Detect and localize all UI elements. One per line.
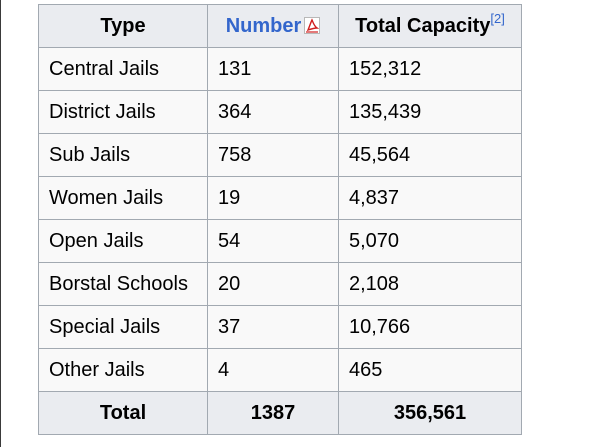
table-row: Other Jails 4 465 bbox=[38, 348, 522, 392]
header-type-label: Type bbox=[100, 14, 146, 37]
header-number[interactable]: Number bbox=[207, 4, 339, 48]
jails-table: Type Number Total Capacity[2] Central Ja… bbox=[38, 4, 522, 435]
header-capacity: Total Capacity[2] bbox=[338, 4, 522, 48]
header-capacity-label: Total Capacity bbox=[355, 14, 491, 37]
total-row: Total 1387 356,561 bbox=[38, 391, 522, 435]
table-row: Borstal Schools 20 2,108 bbox=[38, 262, 522, 306]
header-number-link[interactable]: Number bbox=[225, 14, 302, 37]
cell-type: Borstal Schools bbox=[38, 262, 208, 306]
total-label: Total bbox=[38, 391, 208, 435]
header-type: Type bbox=[38, 4, 208, 48]
cell-type: Other Jails bbox=[38, 348, 208, 392]
cell-number: 758 bbox=[207, 133, 339, 177]
table-row: Sub Jails 758 45,564 bbox=[38, 133, 522, 177]
table-row: Women Jails 19 4,837 bbox=[38, 176, 522, 220]
cell-capacity: 4,837 bbox=[338, 176, 522, 220]
pdf-icon[interactable] bbox=[304, 16, 321, 34]
cell-number: 20 bbox=[207, 262, 339, 306]
cell-number: 19 bbox=[207, 176, 339, 220]
cell-type: Central Jails bbox=[38, 47, 208, 91]
table-row: Central Jails 131 152,312 bbox=[38, 47, 522, 91]
cell-capacity: 5,070 bbox=[338, 219, 522, 263]
cell-number: 54 bbox=[207, 219, 339, 263]
cell-capacity: 2,108 bbox=[338, 262, 522, 306]
cell-type: Open Jails bbox=[38, 219, 208, 263]
total-capacity: 356,561 bbox=[338, 391, 522, 435]
table-header-row: Type Number Total Capacity[2] bbox=[38, 4, 522, 48]
window-edge bbox=[0, 0, 1, 447]
capacity-reference-link[interactable]: [2] bbox=[490, 10, 505, 26]
cell-capacity: 135,439 bbox=[338, 90, 522, 134]
cell-number: 131 bbox=[207, 47, 339, 91]
cell-type: District Jails bbox=[38, 90, 208, 134]
cell-capacity: 45,564 bbox=[338, 133, 522, 177]
total-number: 1387 bbox=[207, 391, 339, 435]
cell-capacity: 10,766 bbox=[338, 305, 522, 349]
table-row: Special Jails 37 10,766 bbox=[38, 305, 522, 349]
table-row: District Jails 364 135,439 bbox=[38, 90, 522, 134]
table-row: Open Jails 54 5,070 bbox=[38, 219, 522, 263]
cell-number: 4 bbox=[207, 348, 339, 392]
cell-capacity: 465 bbox=[338, 348, 522, 392]
cell-number: 364 bbox=[207, 90, 339, 134]
cell-capacity: 152,312 bbox=[338, 47, 522, 91]
cell-type: Women Jails bbox=[38, 176, 208, 220]
cell-number: 37 bbox=[207, 305, 339, 349]
cell-type: Special Jails bbox=[38, 305, 208, 349]
cell-type: Sub Jails bbox=[38, 133, 208, 177]
